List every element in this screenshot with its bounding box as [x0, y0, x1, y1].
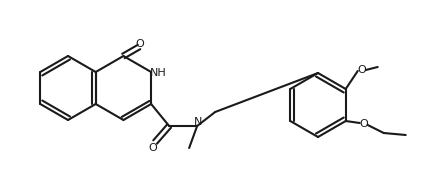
Text: O: O — [357, 65, 366, 75]
Text: N: N — [194, 117, 202, 127]
Text: O: O — [149, 143, 158, 153]
Text: NH: NH — [150, 68, 167, 78]
Text: O: O — [360, 119, 368, 129]
Text: O: O — [135, 39, 144, 49]
